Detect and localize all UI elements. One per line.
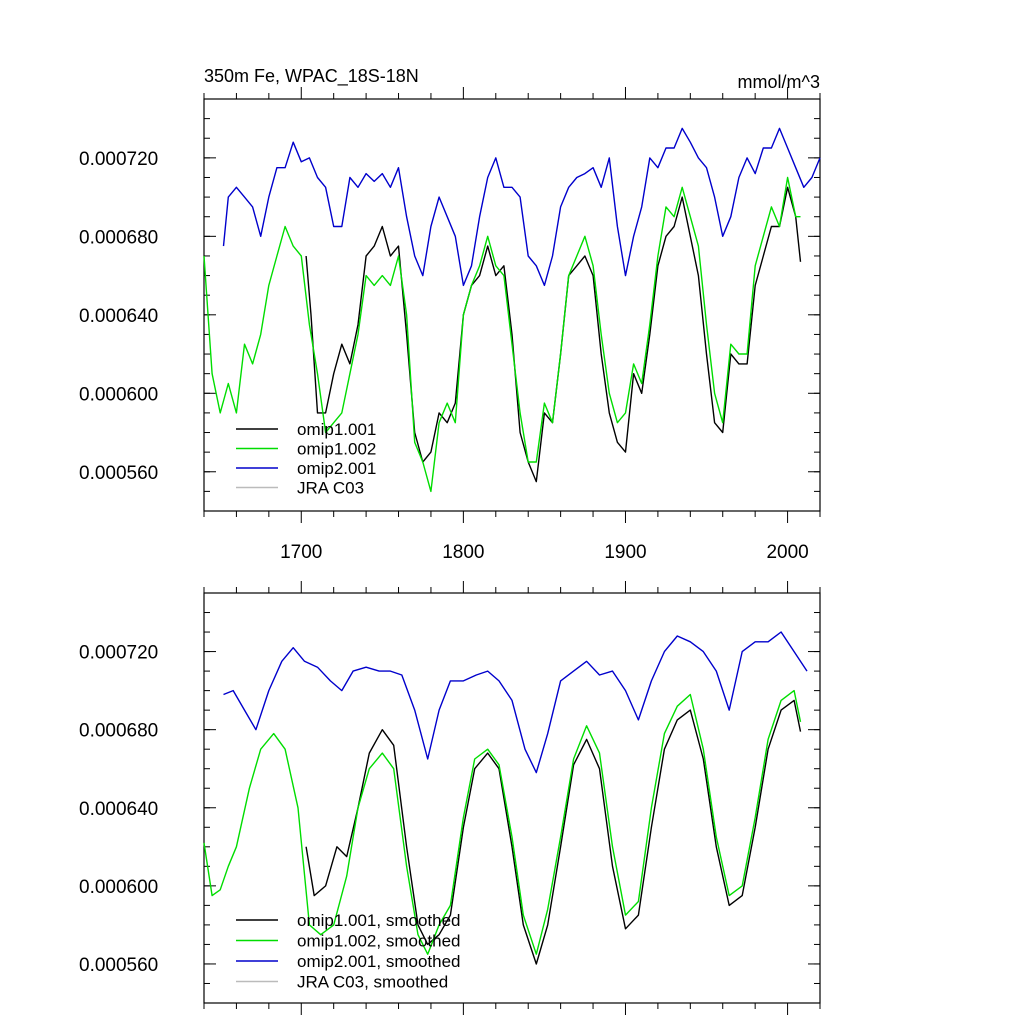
legend-label: omip1.002, smoothed [297, 932, 461, 951]
series-line [305, 186, 802, 483]
y-tick-label: 0.000640 [79, 799, 158, 820]
y-tick-label: 0.000680 [79, 721, 158, 742]
x-tick-label: 1800 [442, 542, 484, 563]
panel-bottom: 0.000560 0.000600 0.000640 0.000680 0.000720… [79, 581, 821, 1015]
x-tick-label: 1900 [604, 542, 646, 563]
series-lines [203, 127, 821, 493]
y-tick-label: 0.000600 [79, 877, 158, 898]
legend: omip1.001, smoothed omip1.002, smoothedom… [236, 911, 461, 992]
y-tick-label: 0.000680 [79, 227, 158, 248]
y-tick-labels: 0.000560 0.000600 0.000640 0.000680 0.000720 [79, 149, 158, 484]
legend-label: omip1.001 [297, 420, 376, 439]
legend-label: JRA C03, smoothed [297, 973, 448, 992]
series-lines [203, 631, 808, 965]
series-line [223, 631, 808, 774]
tick-marks [203, 581, 821, 1015]
units-label: mmol/m^3 [738, 72, 820, 92]
y-tick-label: 0.000560 [79, 955, 158, 976]
legend-label: omip1.002 [297, 440, 376, 459]
series-line [222, 127, 821, 287]
x-tick-labels: 1700 1800 1900 2000 [280, 542, 809, 563]
plot-frame [203, 592, 821, 1004]
y-tick-label: 0.000600 [79, 384, 158, 405]
chart-title: 350m Fe, WPAC_18S-18N [204, 66, 419, 87]
legend-label: omip2.001, smoothed [297, 952, 461, 971]
series-line [305, 699, 802, 965]
y-tick-label: 0.000560 [79, 463, 158, 484]
plot-frame [203, 98, 821, 512]
x-tick-label: 2000 [766, 542, 808, 563]
series-line [203, 689, 802, 955]
y-tick-label: 0.000720 [79, 643, 158, 664]
legend-label: omip2.001 [297, 459, 376, 478]
x-tick-label: 1700 [280, 542, 322, 563]
y-tick-labels: 0.000560 0.000600 0.000640 0.000680 0.000720 [79, 643, 158, 976]
y-tick-label: 0.000720 [79, 149, 158, 170]
legend-label: omip1.001, smoothed [297, 911, 461, 930]
panel-top: 350m Fe, WPAC_18S-18N mmol/m^3 0.0005600… [79, 66, 821, 563]
series-line [203, 176, 801, 493]
legend-label: JRA C03 [297, 479, 364, 498]
y-tick-label: 0.000640 [79, 306, 158, 327]
tick-marks [203, 87, 821, 523]
